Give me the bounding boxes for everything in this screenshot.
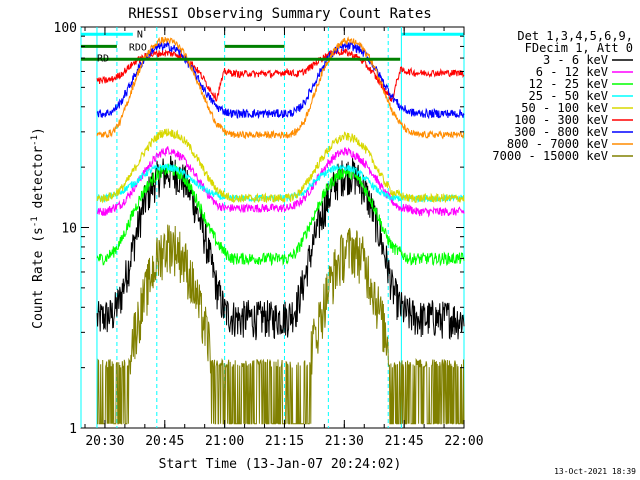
series-group	[96, 36, 465, 425]
legend-label-5: 50 - 100 keV	[521, 101, 608, 115]
y-tick-label: 1	[69, 422, 77, 437]
legend-label-9: 7000 - 15000 keV	[492, 149, 608, 163]
x-tick-label: 21:45	[385, 434, 424, 449]
footer-date: 13-Oct-2021 18:39	[554, 467, 636, 476]
plot-area: RDO RD N 20:30 20:45 21:00 21:15 21:30 21:45 22:…	[54, 21, 484, 449]
y-axis-label-sup2: -1	[30, 135, 40, 146]
x-axis-label: Start Time (13-Jan-07 20:24:02)	[159, 457, 402, 472]
series-line-7	[96, 40, 465, 120]
legend-label-4: 25 - 50 keV	[529, 89, 608, 103]
x-tick-label: 20:30	[85, 434, 124, 449]
flag-bars: RDO RD N	[81, 29, 464, 64]
y-axis-label-mid: detector	[31, 146, 46, 217]
y-axis-label-main: Count Rate (s	[31, 227, 46, 329]
legend-header-decimation: FDecim 1, Att 0	[525, 41, 633, 55]
series-line-6	[96, 47, 465, 102]
y-axis-label-end: )	[31, 127, 46, 135]
chart-title: RHESSI Observing Summary Count Rates	[128, 6, 431, 22]
legend-label-7: 300 - 800 keV	[514, 125, 608, 139]
y-tick-label: 10	[61, 222, 77, 237]
x-tick-label: 20:45	[145, 434, 184, 449]
legend-label-1: 3 - 6 keV	[543, 53, 608, 67]
legend-label-8: 800 - 7000 keV	[507, 137, 608, 151]
x-tick-label: 22:00	[444, 434, 483, 449]
flag-label-n: N	[137, 29, 143, 40]
flag-label-rdo: RDO	[129, 42, 147, 53]
series-line-5	[96, 128, 465, 204]
series-line-8	[96, 36, 465, 140]
legend-label-6: 100 - 300 keV	[514, 113, 608, 127]
legend-header-detectors: Det 1,3,4,5,6,9,	[517, 29, 633, 43]
axis-ticks: 20:30 20:45 21:00 21:15 21:30 21:45 22:00 1 10 10…	[54, 21, 484, 449]
series-line-9	[97, 224, 465, 425]
series-line-3	[96, 163, 465, 267]
x-tick-label: 21:15	[265, 434, 304, 449]
y-tick-label: 100	[54, 21, 77, 36]
flag-label-rd: RD	[97, 53, 109, 64]
legend-label-3: 12 - 25 keV	[529, 77, 608, 91]
series-line-2	[96, 146, 465, 218]
y-axis-label: Count Rate (s-1 detector-1)	[30, 127, 46, 329]
legend-label-2: 6 - 12 keV	[536, 65, 608, 79]
legend: Det 1,3,4,5,6,9, FDecim 1, Att 0 3 - 6 k…	[492, 29, 633, 163]
x-tick-label: 21:00	[205, 434, 244, 449]
series-line-1	[96, 155, 465, 341]
y-axis-label-sup1: -1	[30, 216, 40, 227]
x-tick-label: 21:30	[325, 434, 364, 449]
